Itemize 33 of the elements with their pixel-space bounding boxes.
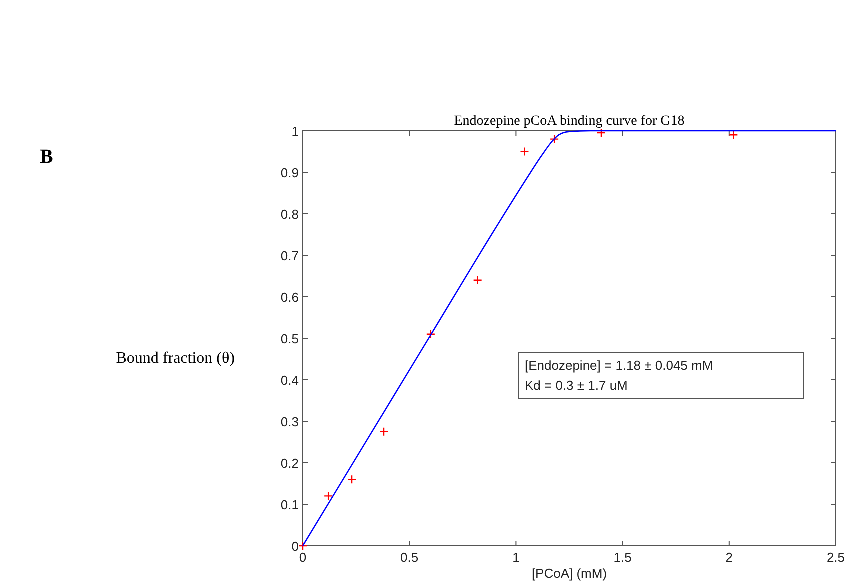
y-tick-label: 0.1 (280, 498, 299, 512)
point (298, 541, 308, 551)
y-tick-label: 0.7 (280, 248, 299, 264)
point (347, 475, 357, 484)
x-axis-title: [PCoA] (mM) (532, 566, 608, 581)
x-tick-label: 1.5 (614, 550, 632, 565)
x-tick-label: 2.5 (826, 550, 846, 565)
y-tick-label: 0.8 (280, 207, 299, 222)
y-tick-label: 0 (292, 539, 299, 554)
point (426, 330, 436, 339)
point (324, 492, 334, 501)
y-tick-label: 0.6 (280, 290, 299, 305)
text: B (40, 146, 54, 168)
chart-title: Endozepine pCoA binding curve for G18 (454, 114, 685, 129)
line-series (302, 130, 837, 547)
annotation: Kd = 0.3 ± 1.7 uM (525, 378, 628, 393)
point (473, 276, 482, 285)
point (550, 134, 560, 144)
x-tick-label: 2 (726, 550, 734, 565)
y-tick-label: 0.9 (280, 166, 299, 180)
point (596, 128, 606, 138)
y-tick-label: 0.3 (280, 414, 299, 430)
y-tick-label: 0.4 (280, 373, 299, 388)
point (729, 130, 738, 140)
y-tick-label: 0.2 (280, 456, 299, 471)
x-tick-label: 0.5 (400, 550, 419, 565)
y-axis-title: Bound fraction (θ) (116, 350, 235, 367)
point (379, 427, 389, 436)
y-tick-label: 1 (292, 124, 299, 139)
y-tick-label: 0.5 (280, 332, 299, 346)
annotation: [Endozepine] = 1.18 ± 0.045 mM (525, 358, 714, 373)
x-tick-label: 1 (512, 550, 520, 565)
point (520, 147, 530, 156)
